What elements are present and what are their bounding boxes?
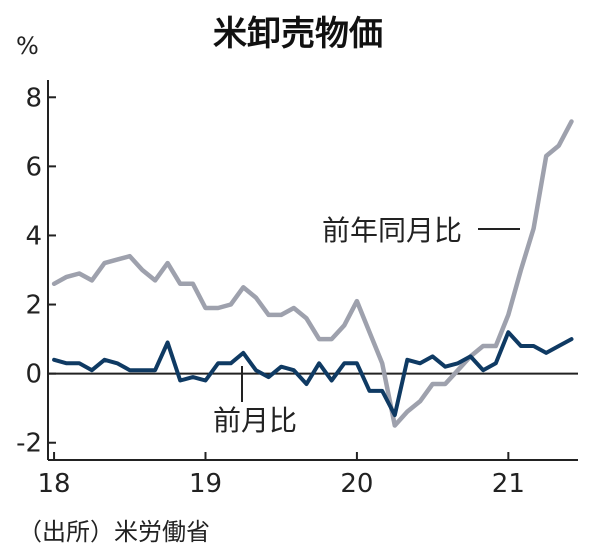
y-tick-label: -2 [16, 429, 42, 459]
annotation-mom-label: 前月比 [213, 404, 297, 437]
y-unit-label: % [16, 32, 39, 60]
y-tick-label: 8 [25, 83, 42, 113]
annotation-yoy-label: 前年同月比 [322, 214, 462, 247]
series-line-mom [52, 330, 574, 418]
y-tick-label: 6 [25, 152, 42, 182]
y-tick-label: 2 [25, 291, 42, 321]
x-tick-label: 21 [492, 469, 525, 499]
annotation-layer: 前年同月比 前月比 [213, 214, 520, 437]
x-tick-label: 19 [189, 469, 222, 499]
y-tick-label: 4 [25, 221, 42, 251]
x-tick-label: 18 [38, 469, 71, 499]
series-layer [51, 119, 574, 428]
x-axis: 18 19 20 21 [38, 452, 578, 499]
y-tick-label: 0 [25, 360, 42, 390]
series-line-yoy [51, 119, 574, 428]
x-tick-label: 20 [340, 469, 373, 499]
y-axis: -2 0 2 4 6 8 [16, 80, 56, 460]
chart-title: 米卸売物価 [213, 14, 383, 54]
source-note: （出所）米労働省 [18, 518, 210, 546]
